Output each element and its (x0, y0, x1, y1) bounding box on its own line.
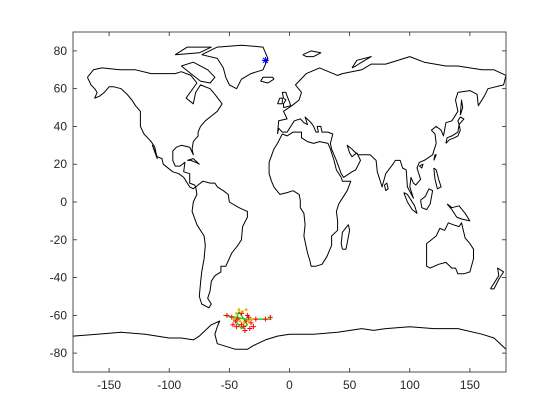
plus-marker (229, 314, 235, 320)
y-tick-label: 80 (54, 44, 68, 58)
y-tick-label: 40 (54, 119, 68, 133)
iceland-coast (260, 76, 275, 84)
ellesmere-coast (174, 46, 212, 56)
plus-marker (242, 327, 248, 333)
sumatra-coast (403, 192, 418, 214)
series-3 (224, 310, 273, 333)
south-america-coast (191, 180, 248, 309)
dot-marker (250, 317, 254, 321)
dot-marker (244, 308, 248, 312)
plus-marker (262, 316, 268, 322)
y-tick-label: -20 (50, 233, 68, 247)
plus-marker (234, 324, 240, 330)
taiwan-coast (433, 154, 437, 161)
dot-marker (242, 321, 246, 325)
dot-marker (232, 317, 236, 321)
africa-coast (268, 131, 352, 267)
hainan-coast (419, 163, 424, 169)
greenland-coast (201, 44, 269, 90)
philippines-coast (433, 167, 442, 190)
ireland-coast (277, 97, 283, 105)
dot-marker (247, 319, 251, 323)
antarctica-coast (72, 320, 507, 350)
plus-marker (248, 320, 254, 326)
plus-marker (247, 326, 253, 332)
north-america-coast (86, 67, 223, 190)
coastline-map (72, 44, 507, 350)
british-isles-coast (281, 91, 292, 109)
y-tick-label: 0 (60, 195, 67, 209)
new-guinea-coast (446, 203, 471, 222)
plus-marker (267, 314, 273, 320)
x-tick-label: 0 (286, 378, 293, 392)
x-tick-label: 50 (343, 378, 357, 392)
data-series (223, 56, 273, 333)
plus-marker (250, 324, 256, 330)
y-tick-label: -40 (50, 271, 68, 285)
plus-marker (224, 312, 230, 318)
japan-coast (445, 116, 465, 144)
novaya-zemlya-coast (351, 56, 372, 69)
y-tick-label: 20 (54, 157, 68, 171)
madagascar-coast (340, 224, 351, 250)
dot-marker (235, 312, 238, 315)
plus-marker (253, 316, 259, 322)
plus-marker (244, 312, 250, 318)
australia-coast (426, 222, 474, 275)
y-tick-label: 60 (54, 82, 68, 96)
x-tick-label: -100 (157, 378, 181, 392)
plot-area (73, 32, 506, 372)
plus-marker (241, 324, 247, 330)
axes-background (73, 32, 506, 372)
series-0 (261, 56, 269, 64)
eurasia-coast (277, 56, 507, 199)
y-tick-label: -60 (50, 308, 68, 322)
x-tick-label: -150 (97, 378, 121, 392)
dot-marker (237, 308, 241, 312)
x-tick-label: 100 (400, 378, 420, 392)
asterisk-marker (261, 56, 269, 64)
sakhalin-coast (459, 99, 464, 116)
plus-marker (230, 322, 236, 328)
svalbard-coast (302, 50, 322, 58)
cuba-coast (187, 158, 200, 165)
series-4 (232, 308, 254, 325)
y-axis-ticks: -80 -60 -40 -20 0 20 40 60 80 (50, 44, 506, 360)
dot-marker (238, 319, 242, 323)
x-tick-label: -50 (221, 378, 239, 392)
x-axis-ticks: -150 -100 -50 0 50 100 150 (97, 32, 480, 392)
x-tick-label: 150 (460, 378, 480, 392)
sri-lanka-coast (384, 182, 389, 192)
borneo-coast (420, 188, 434, 211)
dot-marker (241, 310, 244, 313)
y-tick-label: -80 (50, 346, 68, 360)
new-zealand-coast (489, 267, 505, 290)
baffin-coast (180, 61, 216, 84)
plus-marker (235, 316, 241, 322)
